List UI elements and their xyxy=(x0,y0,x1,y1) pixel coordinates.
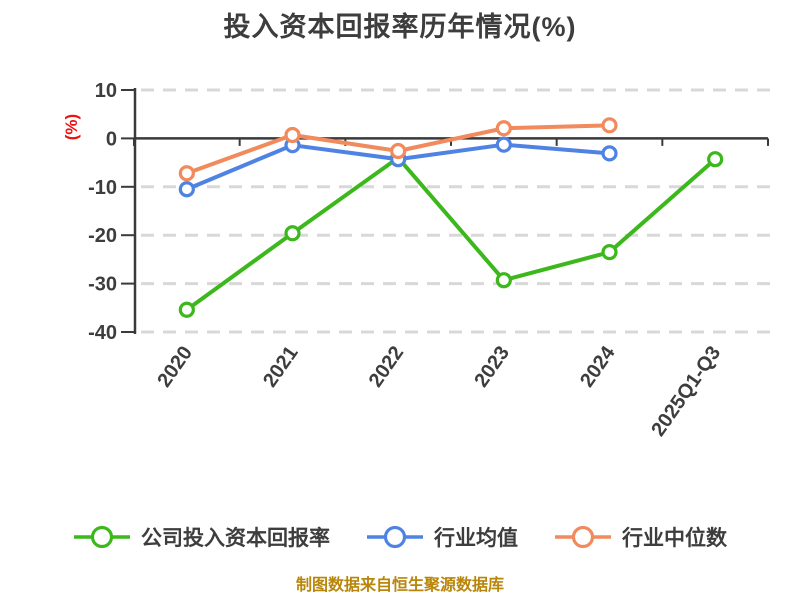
y-tick-label: 0 xyxy=(106,128,117,150)
legend-item-industry-mean: 行业均值 xyxy=(366,522,518,552)
data-point-marker xyxy=(178,181,195,198)
y-tick-label: -40 xyxy=(88,322,117,344)
y-tick-label: -20 xyxy=(88,225,117,247)
data-point-marker xyxy=(601,244,618,261)
legend-item-company-roic: 公司投入资本回报率 xyxy=(73,522,330,552)
x-tick-label: 2022 xyxy=(365,342,409,391)
legend-label-company-roic: 公司投入资本回报率 xyxy=(141,527,330,550)
x-tick-label: 2024 xyxy=(576,342,620,392)
data-point-marker xyxy=(601,145,618,162)
legend-marker-company-roic xyxy=(74,525,130,549)
legend-item-industry-median: 行业中位数 xyxy=(554,522,727,552)
data-source-note: 制图数据来自恒生聚源数据库 xyxy=(295,577,504,594)
data-point-marker xyxy=(284,126,301,144)
data-point-marker xyxy=(495,120,512,137)
x-tick-label: 2025Q1-Q3 xyxy=(647,342,725,440)
chart-legend: 公司投入资本回报率 行业均值 行业中位数 xyxy=(0,522,800,552)
series-line xyxy=(184,155,718,312)
y-tick-label: 10 xyxy=(95,80,117,102)
x-tick-label: 2020 xyxy=(153,342,197,391)
legend-label-industry-mean: 行业均值 xyxy=(434,527,518,550)
legend-marker-industry-mean xyxy=(367,525,423,549)
legend-marker-industry-median xyxy=(555,525,611,549)
x-tick-label: 2023 xyxy=(470,342,514,391)
data-point-marker xyxy=(495,136,512,153)
legend-label-industry-median: 行业中位数 xyxy=(622,527,727,550)
y-tick-label: -10 xyxy=(88,177,117,199)
data-point-marker xyxy=(284,225,301,242)
chart-title: 投入资本回报率历年情况(%) xyxy=(223,12,577,42)
data-point-marker xyxy=(601,117,618,134)
y-tick-label: -30 xyxy=(88,274,117,296)
x-tick-label: 2021 xyxy=(259,342,303,391)
data-point-marker xyxy=(390,142,407,160)
data-point-marker xyxy=(178,301,195,318)
data-point-marker xyxy=(495,272,512,289)
data-point-marker xyxy=(707,151,724,168)
data-point-marker xyxy=(178,165,195,182)
